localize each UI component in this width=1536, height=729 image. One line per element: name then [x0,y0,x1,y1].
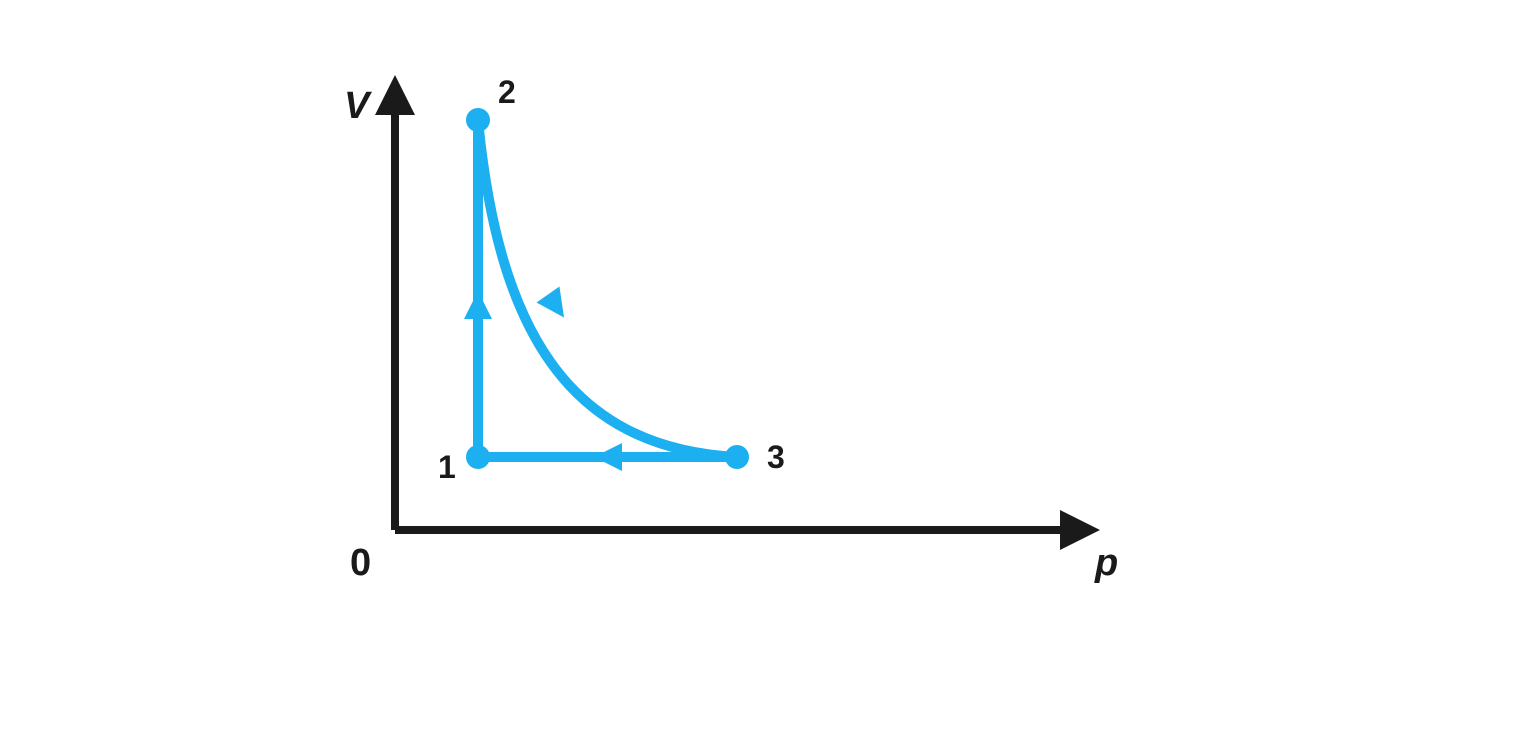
point-1 [466,445,490,469]
x-axis-label: p [1094,542,1118,584]
edge-2-3 [478,120,737,457]
arrow-3-1 [594,443,622,471]
point-3 [725,445,749,469]
thermodynamic-cycle-diagram: V p 0 1 2 3 [0,0,1536,729]
arrow-2-3 [537,287,576,326]
y-axis-label: V [344,85,372,127]
point-2 [466,108,490,132]
point-3-label: 3 [767,439,785,475]
origin-label: 0 [350,542,371,584]
point-1-label: 1 [438,449,456,485]
point-2-label: 2 [498,74,516,110]
arrow-1-2 [464,291,492,319]
